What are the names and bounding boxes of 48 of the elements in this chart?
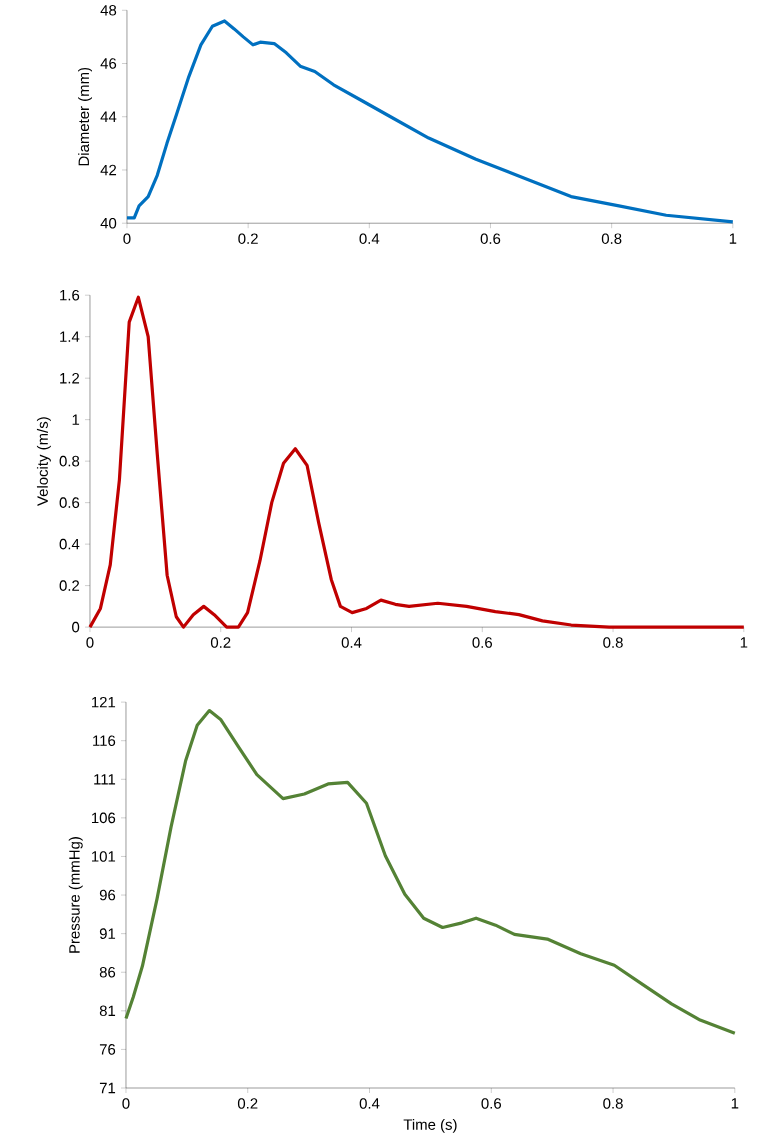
y-tick-label: 76: [100, 1044, 116, 1055]
y-tick-label: 0.8: [59, 455, 80, 467]
y-axis-title: Velocity (m/s): [37, 417, 51, 506]
y-tick-label: 91: [99, 928, 116, 939]
x-tick-label: 0.4: [359, 1098, 380, 1109]
y-tick-label: 121: [92, 696, 116, 708]
y-tick-label: 46: [100, 58, 117, 69]
x-tick-label: 1: [729, 233, 737, 244]
y-tick-label: 81: [99, 1005, 116, 1017]
y-axis-title: Diameter (mm): [78, 67, 93, 166]
y-tick-label: 71: [100, 1082, 116, 1094]
x-tick-label: 1: [731, 1098, 739, 1109]
y-tick-label: 86: [99, 966, 116, 978]
y-tick-label: 1: [72, 414, 80, 425]
x-tick-label: 0.6: [481, 1098, 502, 1109]
y-tick-label: 1.6: [60, 289, 80, 301]
y-tick-label: 0.6: [59, 497, 80, 508]
y-tick-label: 42: [100, 164, 117, 176]
x-tick-label: 0.4: [341, 637, 362, 648]
line-series: [124, 708, 737, 1035]
x-tick-label: 0: [123, 233, 131, 244]
y-tick-label: 116: [93, 735, 116, 746]
y-axis-title: Pressure (mmHg): [68, 837, 83, 953]
x-tick-label: 0.8: [603, 637, 623, 648]
y-tick-label: 101: [92, 851, 116, 862]
x-tick-label: 1: [740, 637, 748, 648]
line-series: [88, 295, 746, 629]
y-tick-label: 44: [100, 111, 117, 122]
y-tick-label: 0.2: [59, 580, 80, 591]
y-tick-label: 106: [92, 812, 116, 824]
x-tick-label: 0.6: [480, 233, 501, 244]
x-tick-label: 0.6: [472, 637, 493, 648]
y-tick-label: 0: [72, 621, 80, 633]
y-tick-label: 1.4: [60, 331, 80, 342]
x-tick-label: 0: [122, 1098, 130, 1109]
y-tick-label: 111: [94, 774, 116, 785]
y-tick-label: 1.2: [60, 372, 80, 384]
x-tick-label: 0.2: [211, 637, 231, 648]
y-tick-label: 40: [100, 217, 117, 229]
y-tick-label: 96: [99, 889, 116, 901]
y-tick-label: 48: [100, 4, 117, 16]
x-tick-label: 0.2: [238, 233, 258, 244]
x-tick-label: 0.8: [601, 233, 622, 244]
x-tick-label: 0.8: [603, 1098, 623, 1109]
x-tick-label: 0.2: [238, 1098, 258, 1109]
x-axis-title: Time (s): [403, 1118, 457, 1133]
y-tick-label: 0.4: [59, 538, 80, 550]
x-tick-label: 0.4: [359, 233, 380, 244]
